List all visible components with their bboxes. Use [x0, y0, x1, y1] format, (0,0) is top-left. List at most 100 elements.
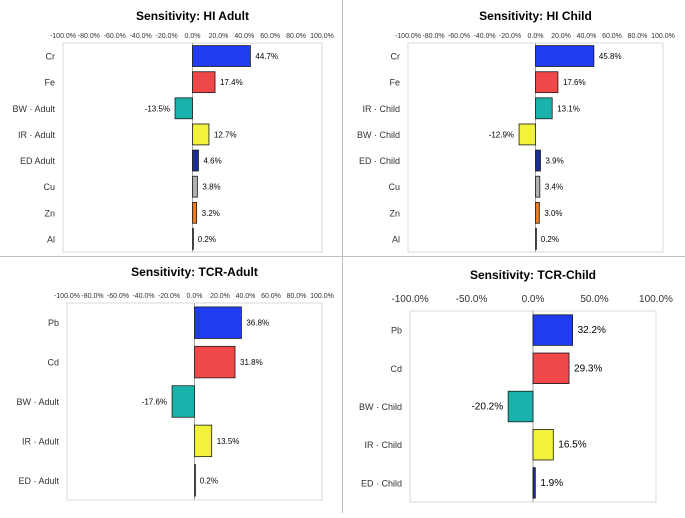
category-label: Zn [389, 208, 400, 218]
data-label: 12.7% [214, 130, 237, 139]
x-tick-label: -20.0% [499, 33, 521, 40]
x-tick-label: -20.0% [156, 33, 178, 40]
category-label: ED · Child [361, 478, 402, 488]
category-label: Cd [390, 364, 402, 374]
x-tick-label: 50.0% [580, 294, 608, 305]
category-label: BW · Child [357, 130, 400, 140]
bar [174, 97, 193, 120]
x-tick-label: 100.0% [310, 33, 334, 40]
category-label: IR · Adult [22, 436, 60, 446]
category-label: Al [47, 234, 55, 244]
x-tick-label: 20.0% [551, 33, 571, 40]
category-label: Cd [47, 358, 59, 368]
x-tick-label: -40.0% [473, 33, 495, 40]
data-label: 29.3% [574, 363, 602, 374]
bar [171, 385, 195, 418]
bar [192, 228, 194, 250]
category-label: Fe [44, 78, 55, 88]
bar [192, 149, 199, 172]
x-tick-label: 60.0% [260, 33, 280, 40]
data-label: -20.2% [471, 402, 503, 413]
bar [535, 71, 559, 94]
x-tick-label: -100.0% [391, 294, 428, 305]
data-label: 3.0% [544, 209, 562, 218]
category-label: Pb [48, 318, 59, 328]
x-tick-label: 40.0% [234, 33, 254, 40]
chart-panel-hi-child: Sensitivity: HI Child -100.0% -80.0% -60.0%… [343, 0, 685, 256]
x-tick-label: -100.0% [395, 33, 421, 40]
x-tick-label: 20.0% [208, 33, 228, 40]
x-tick-label: -100.0% [50, 33, 76, 40]
x-tick-label: 0.0% [522, 294, 545, 305]
chart-title: Sensitivity: TCR-Child [470, 268, 596, 282]
x-tick-label: -50.0% [456, 294, 488, 305]
x-tick-label: -60.0% [104, 33, 126, 40]
x-tick-label: -40.0% [132, 293, 154, 300]
bar [192, 175, 198, 198]
bar [535, 45, 595, 67]
data-label: 13.1% [557, 104, 580, 113]
category-label: Cr [391, 52, 401, 62]
data-label: 17.4% [220, 78, 243, 87]
data-label: -12.9% [489, 130, 514, 139]
bar [535, 175, 541, 198]
bar [194, 424, 213, 458]
category-label: Cu [388, 182, 400, 192]
bar [518, 123, 536, 146]
data-label: 31.8% [240, 358, 263, 367]
x-tick-label: -60.0% [448, 33, 470, 40]
x-tick-label: 0.0% [187, 293, 203, 300]
category-label: BW · Child [359, 402, 402, 412]
bar [507, 390, 534, 423]
chart-title: Sensitivity: HI Adult [136, 9, 249, 23]
data-label: 0.2% [198, 235, 216, 244]
data-label: 0.2% [541, 235, 559, 244]
data-label: 3.8% [202, 183, 220, 192]
bar [532, 467, 536, 499]
x-tick-label: -60.0% [107, 293, 129, 300]
category-label: Pb [391, 326, 402, 336]
category-label: Cu [43, 182, 55, 192]
data-label: 3.4% [545, 183, 563, 192]
x-tick-label: 100.0% [651, 33, 675, 40]
data-label: 3.2% [202, 209, 220, 218]
bar [194, 345, 236, 379]
data-label: 13.5% [217, 437, 240, 446]
bar [192, 201, 198, 224]
data-label: 45.8% [599, 52, 622, 61]
bar [535, 201, 540, 224]
x-tick-label: 60.0% [602, 33, 622, 40]
bar [535, 228, 537, 250]
data-label: -17.6% [142, 398, 167, 407]
bar [532, 429, 554, 461]
data-label: 36.8% [246, 319, 269, 328]
category-label: ED · Adult [18, 476, 59, 486]
category-label: IR · Adult [18, 130, 56, 140]
x-tick-label: 80.0% [628, 33, 648, 40]
bar [192, 123, 210, 146]
category-label: ED Adult [20, 156, 56, 166]
data-label: 3.9% [545, 157, 563, 166]
category-label: BW · Adult [16, 397, 59, 407]
data-label: -13.5% [145, 104, 170, 113]
category-label: Al [392, 234, 400, 244]
x-tick-label: 40.0% [577, 33, 597, 40]
data-label: 16.5% [558, 440, 586, 451]
chart-title: Sensitivity: TCR-Adult [131, 265, 258, 279]
category-label: ED · Child [359, 156, 400, 166]
category-label: BW · Adult [12, 104, 55, 114]
category-label: IR · Child [364, 440, 402, 450]
x-tick-label: -80.0% [78, 33, 100, 40]
x-tick-label: 60.0% [261, 293, 281, 300]
chart-panel-tcr-adult: Sensitivity: TCR-Adult -100.0% -80.0% -60.0… [0, 257, 342, 513]
chart-svg: Sensitivity: HI Adult -100.0% -80.0% -60.0%… [12, 9, 334, 253]
x-tick-label: 80.0% [286, 33, 306, 40]
x-tick-label: 80.0% [287, 293, 307, 300]
x-tick-label: 0.0% [528, 33, 544, 40]
data-label: 4.6% [203, 157, 221, 166]
x-tick-label: -80.0% [81, 293, 103, 300]
data-label: 1.9% [540, 478, 563, 489]
chart-svg: Sensitivity: HI Child -100.0% -80.0% -60.0%… [357, 9, 675, 253]
data-label: 32.2% [578, 325, 606, 336]
data-label: 17.6% [563, 78, 586, 87]
